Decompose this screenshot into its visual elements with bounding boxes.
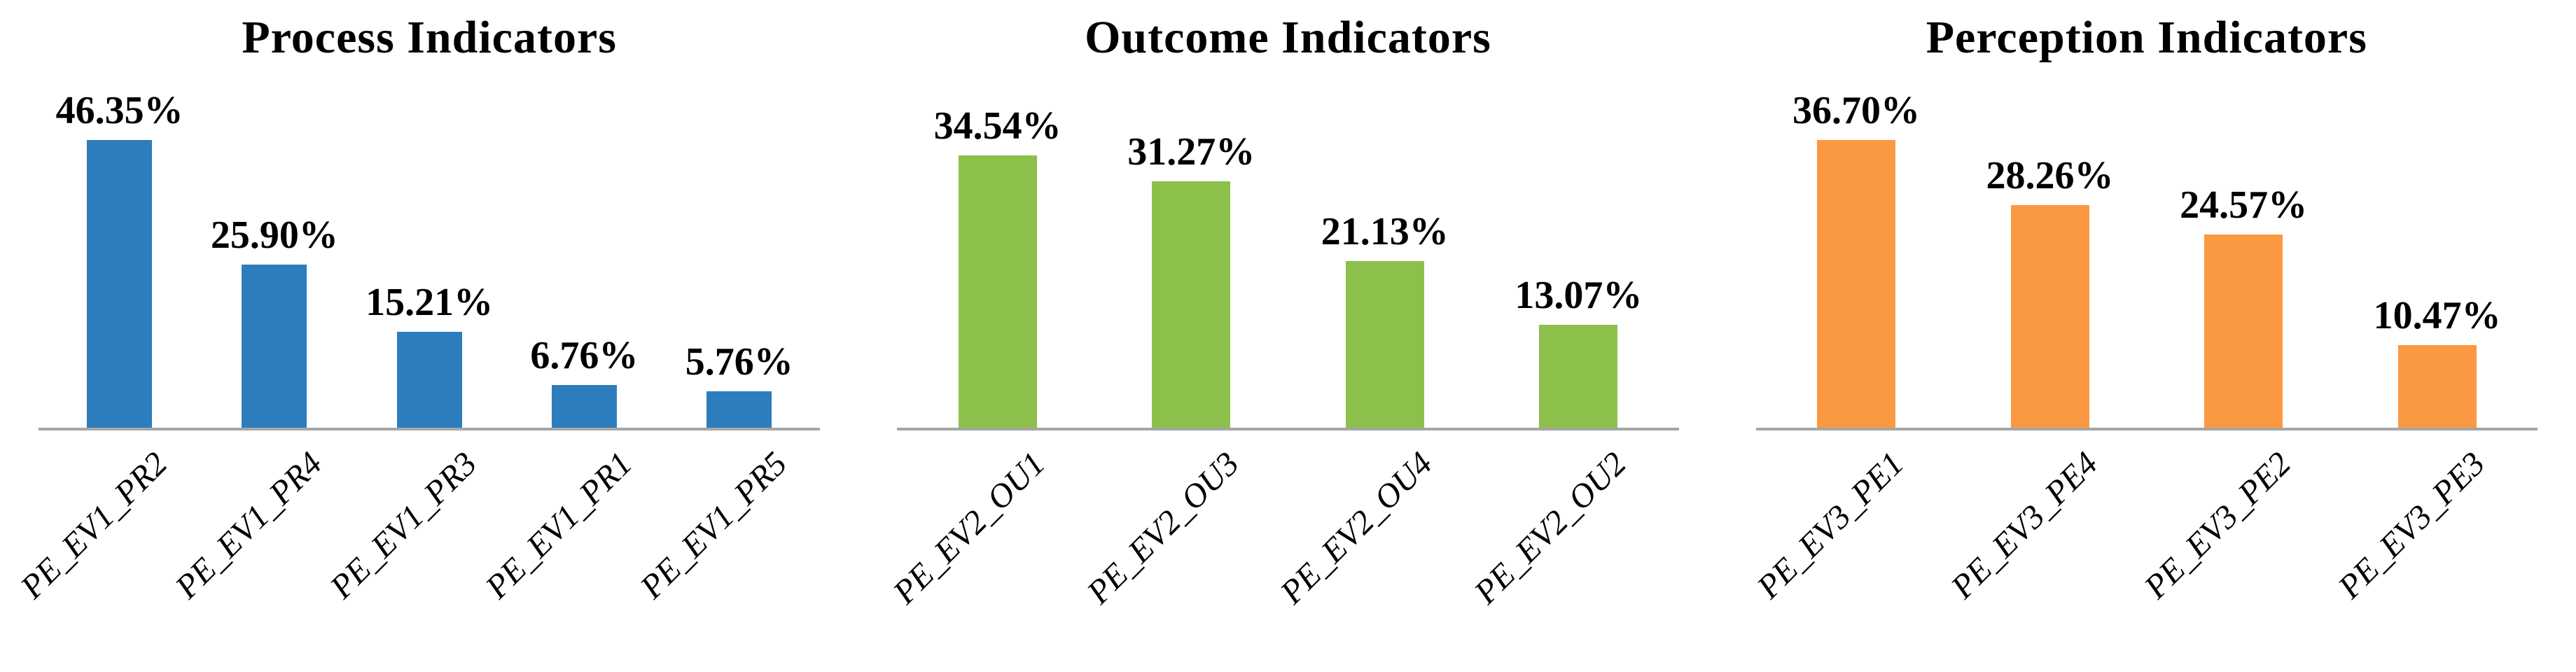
bar-cell-pe-ev2-ou1: 34.54% — [900, 88, 1094, 428]
value-label-pe-ev3-pe4: 28.26% — [1986, 153, 2114, 197]
bar-pe-ev3-pe4 — [2010, 204, 2089, 428]
x-tick-label-pe-ev2-ou2: PE_EV2_OU2 — [1467, 444, 1634, 611]
bar-pe-ev1-pr2 — [87, 139, 153, 428]
x-tick-cell-pe-ev2-ou1: PE_EV2_OU1 — [886, 430, 1094, 672]
bar-pe-ev2-ou1 — [958, 155, 1037, 428]
x-axis-line-outcome-indicators — [897, 427, 1679, 430]
bar-pe-ev3-pe1 — [1816, 139, 1895, 428]
bar-pe-ev1-pr5 — [706, 391, 772, 428]
chart-title-process-indicators: Process Indicators — [242, 12, 617, 63]
bar-cell-pe-ev3-pe4: 28.26% — [1953, 88, 2147, 428]
x-tick-label-pe-ev1-pr2: PE_EV1_PR2 — [13, 444, 174, 606]
x-tick-cell-pe-ev3-pe1: PE_EV3_PE1 — [1750, 430, 1954, 672]
bar-pe-ev3-pe2 — [2204, 234, 2283, 428]
value-label-pe-ev1-pr3: 15.21% — [365, 280, 494, 324]
x-tick-cell-pe-ev3-pe2: PE_EV3_PE2 — [2138, 430, 2341, 672]
x-tick-label-pe-ev3-pe3: PE_EV3_PE3 — [2331, 444, 2492, 606]
x-tick-cell-pe-ev2-ou2: PE_EV2_OU2 — [1467, 430, 1676, 672]
value-label-pe-ev1-pr2: 46.35% — [55, 88, 183, 132]
x-tick-cell-pe-ev1-pr4: PE_EV1_PR4 — [168, 430, 351, 672]
x-tick-cell-pe-ev3-pe3: PE_EV3_PE3 — [2331, 430, 2534, 672]
x-tick-cell-pe-ev2-ou4: PE_EV2_OU4 — [1274, 430, 1482, 672]
value-label-pe-ev2-ou3: 31.27% — [1127, 130, 1255, 174]
bar-cell-pe-ev2-ou4: 21.13% — [1288, 88, 1482, 428]
x-tick-labels-perception-indicators: PE_EV3_PE1 PE_EV3_PE4 PE_EV3_PE2 PE_EV3_PE3 — [1750, 430, 2534, 672]
bar-cell-pe-ev3-pe3: 10.47% — [2340, 88, 2534, 428]
value-label-pe-ev1-pr4: 25.90% — [210, 213, 338, 257]
bar-pe-ev1-pr4 — [242, 264, 307, 428]
bar-pe-ev2-ou2 — [1539, 324, 1618, 428]
value-label-pe-ev3-pe2: 24.57% — [2180, 183, 2308, 227]
bar-pe-ev1-pr1 — [551, 384, 617, 428]
x-tick-cell-pe-ev3-pe4: PE_EV3_PE4 — [1944, 430, 2147, 672]
x-axis-line-process-indicators — [39, 427, 821, 430]
x-tick-label-pe-ev2-ou4: PE_EV2_OU4 — [1273, 444, 1440, 611]
chart-panel-outcome-indicators: Outcome Indicators 34.54% 31.27% 21.13% 13.0… — [858, 0, 1717, 672]
value-label-pe-ev2-ou2: 13.07% — [1515, 273, 1643, 317]
bar-cell-pe-ev1-pr4: 25.90% — [197, 88, 351, 428]
value-label-pe-ev2-ou4: 21.13% — [1321, 209, 1449, 253]
x-tick-cell-pe-ev1-pr1: PE_EV1_PR1 — [478, 430, 662, 672]
value-label-pe-ev3-pe1: 36.70% — [1792, 88, 1920, 132]
x-tick-label-pe-ev2-ou1: PE_EV2_OU1 — [886, 444, 1052, 611]
bar-pe-ev2-ou3 — [1152, 181, 1231, 428]
x-tick-label-pe-ev2-ou3: PE_EV2_OU3 — [1080, 444, 1246, 611]
chart-panel-perception-indicators: Perception Indicators 36.70% 28.26% 24.57% 1… — [1718, 0, 2576, 672]
bar-cell-pe-ev3-pe1: 36.70% — [1760, 88, 1954, 428]
value-label-pe-ev1-pr5: 5.76% — [685, 340, 793, 384]
value-label-pe-ev2-ou1: 34.54% — [933, 104, 1061, 148]
chart-panel-process-indicators: Process Indicators 46.35% 25.90% 15.21% 6.76… — [0, 0, 858, 672]
x-tick-label-pe-ev3-pe1: PE_EV3_PE1 — [1750, 444, 1912, 606]
chart-title-perception-indicators: Perception Indicators — [1926, 12, 2367, 63]
x-tick-labels-process-indicators: PE_EV1_PR2 PE_EV1_PR4 PE_EV1_PR3 PE_EV1_PR1… — [13, 430, 816, 672]
plot-area-outcome-indicators: 34.54% 31.27% 21.13% 13.07% — [900, 88, 1675, 428]
x-tick-label-pe-ev3-pe2: PE_EV3_PE2 — [2137, 444, 2299, 606]
x-tick-cell-pe-ev1-pr2: PE_EV1_PR2 — [13, 430, 197, 672]
bar-cell-pe-ev1-pr2: 46.35% — [42, 88, 197, 428]
bar-cell-pe-ev3-pe2: 24.57% — [2147, 88, 2341, 428]
bar-pe-ev2-ou4 — [1345, 260, 1424, 428]
x-tick-cell-pe-ev2-ou3: PE_EV2_OU3 — [1080, 430, 1288, 672]
plot-area-perception-indicators: 36.70% 28.26% 24.57% 10.47% — [1760, 88, 2534, 428]
x-tick-cell-pe-ev1-pr5: PE_EV1_PR5 — [633, 430, 816, 672]
bar-cell-pe-ev1-pr1: 6.76% — [507, 88, 662, 428]
value-label-pe-ev3-pe3: 10.47% — [2373, 293, 2501, 337]
bar-cell-pe-ev2-ou3: 31.27% — [1094, 88, 1288, 428]
x-tick-label-pe-ev3-pe4: PE_EV3_PE4 — [1943, 444, 2105, 606]
bar-cell-pe-ev1-pr5: 5.76% — [662, 88, 816, 428]
x-tick-labels-outcome-indicators: PE_EV2_OU1 PE_EV2_OU3 PE_EV2_OU4 PE_EV2_OU2 — [886, 430, 1676, 672]
x-axis-line-perception-indicators — [1755, 427, 2537, 430]
bar-pe-ev1-pr3 — [396, 331, 462, 428]
x-tick-cell-pe-ev1-pr3: PE_EV1_PR3 — [323, 430, 507, 672]
bar-pe-ev3-pe3 — [2397, 344, 2477, 428]
bar-cell-pe-ev1-pr3: 15.21% — [352, 88, 507, 428]
bar-cell-pe-ev2-ou2: 13.07% — [1482, 88, 1676, 428]
plot-area-process-indicators: 46.35% 25.90% 15.21% 6.76% 5.76% — [42, 88, 816, 428]
chart-title-outcome-indicators: Outcome Indicators — [1085, 12, 1491, 63]
value-label-pe-ev1-pr1: 6.76% — [530, 333, 639, 377]
